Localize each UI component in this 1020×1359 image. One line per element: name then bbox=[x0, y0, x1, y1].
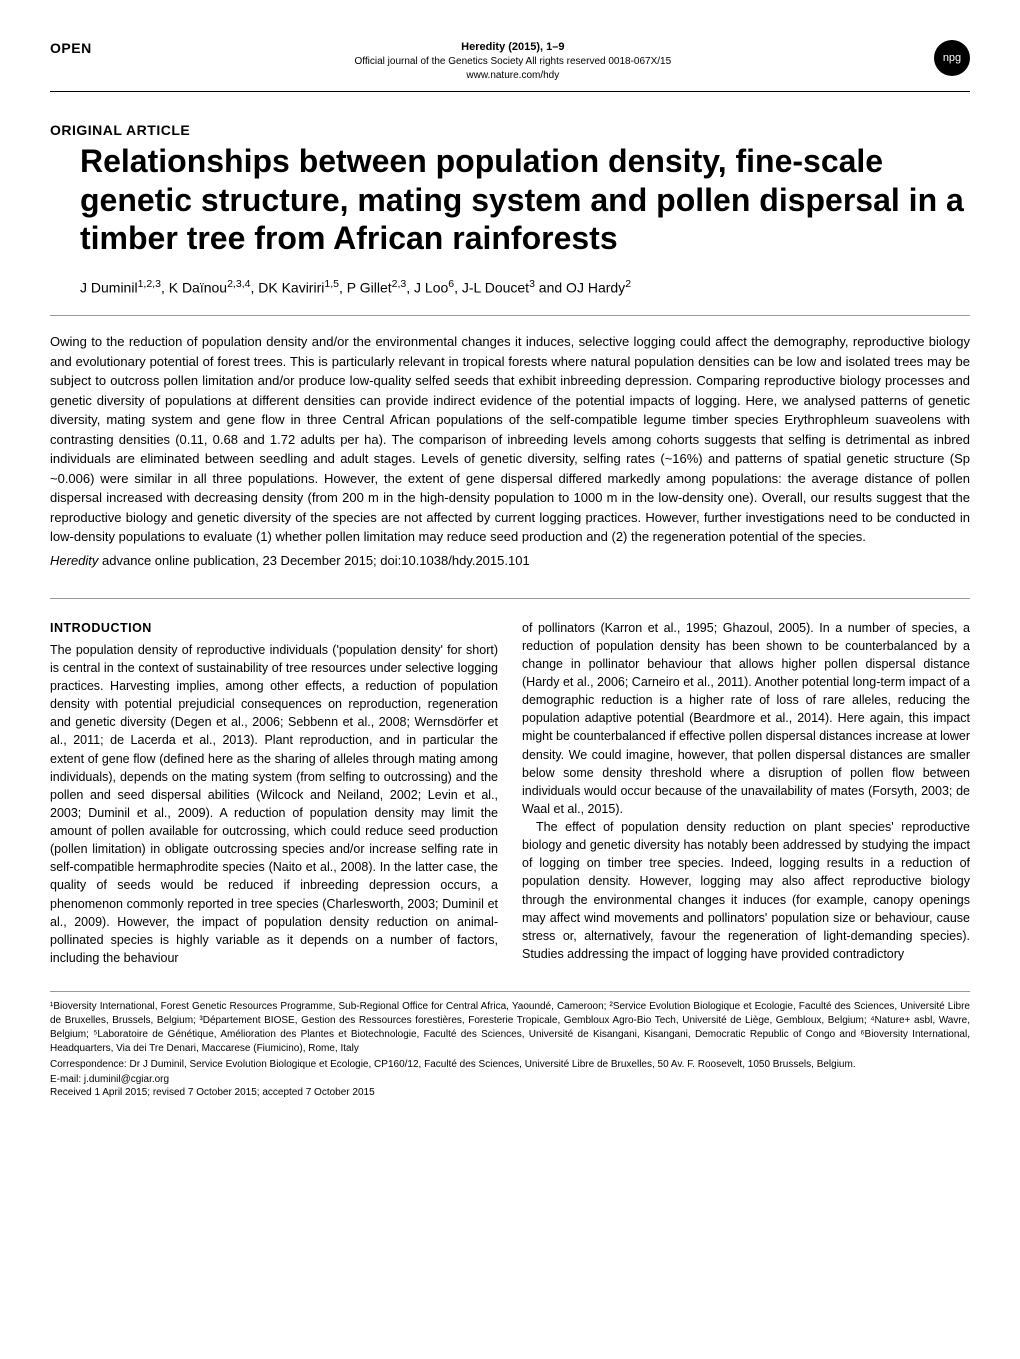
journal-info: Heredity (2015), 1–9 Official journal of… bbox=[313, 40, 713, 83]
received-dates: Received 1 April 2015; revised 7 October… bbox=[50, 1087, 970, 1098]
article-title: Relationships between population density… bbox=[50, 142, 970, 257]
footer-divider bbox=[50, 991, 970, 992]
intro-paragraph-1: The population density of reproductive i… bbox=[50, 641, 498, 967]
abstract-bottom-divider bbox=[50, 598, 970, 599]
citation-details: advance online publication, 23 December … bbox=[98, 553, 529, 568]
correspondence: Correspondence: Dr J Duminil, Service Ev… bbox=[50, 1058, 970, 1072]
column-left: INTRODUCTION The population density of r… bbox=[50, 619, 498, 967]
header-divider bbox=[50, 91, 970, 92]
citation-line: Heredity advance online publication, 23 … bbox=[50, 553, 970, 568]
journal-url: www.nature.com/hdy bbox=[313, 69, 713, 83]
author-list: J Duminil1,2,3, K Daïnou2,3,4, DK Kaviri… bbox=[50, 278, 970, 296]
correspondence-email: E-mail: j.duminil@cgiar.org bbox=[50, 1074, 970, 1085]
citation-journal: Heredity bbox=[50, 553, 98, 568]
column-right: of pollinators (Karron et al., 1995; Gha… bbox=[522, 619, 970, 967]
article-type-label: ORIGINAL ARTICLE bbox=[50, 122, 970, 138]
npg-badge-icon: npg bbox=[934, 40, 970, 76]
body-columns: INTRODUCTION The population density of r… bbox=[50, 619, 970, 967]
introduction-heading: INTRODUCTION bbox=[50, 619, 498, 637]
intro-paragraph-2: of pollinators (Karron et al., 1995; Gha… bbox=[522, 619, 970, 818]
abstract-top-divider bbox=[50, 315, 970, 316]
intro-paragraph-3: The effect of population density reducti… bbox=[522, 818, 970, 963]
open-access-label: OPEN bbox=[50, 40, 92, 56]
header-row: OPEN Heredity (2015), 1–9 Official journ… bbox=[50, 40, 970, 83]
abstract-text: Owing to the reduction of population den… bbox=[50, 332, 970, 547]
affiliations: ¹Bioversity International, Forest Geneti… bbox=[50, 1000, 970, 1056]
journal-subtitle: Official journal of the Genetics Society… bbox=[313, 55, 713, 69]
journal-title: Heredity (2015), 1–9 bbox=[313, 40, 713, 55]
